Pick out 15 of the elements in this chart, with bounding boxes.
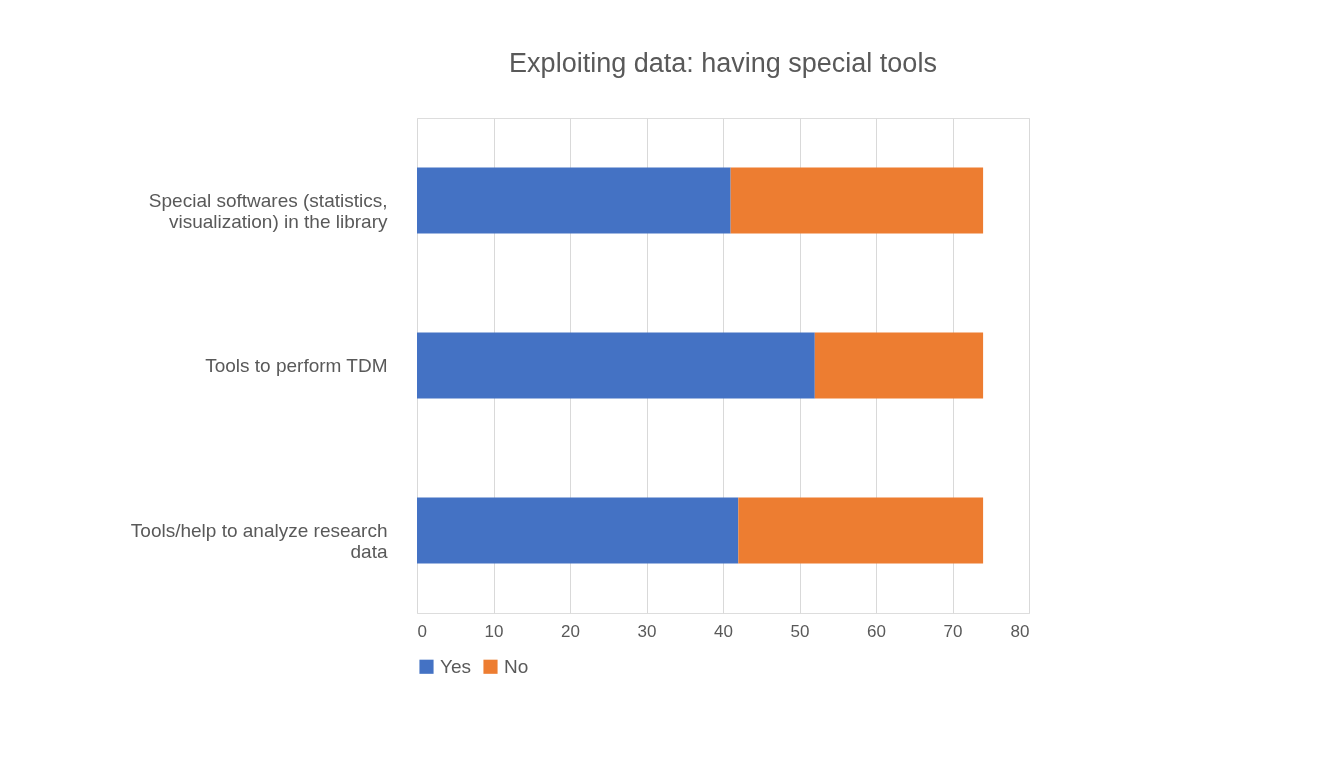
x-tick-label: 70 xyxy=(943,621,963,641)
y-tick-label: Tools to perform TDM xyxy=(205,354,388,376)
x-tick-label: 60 xyxy=(867,621,886,641)
x-tick-label: 0 xyxy=(417,621,427,641)
y-tick-label: Tools/help to analyze research data xyxy=(130,519,388,562)
legend-label: No xyxy=(504,655,529,677)
x-tick-label: 10 xyxy=(484,621,504,641)
legend-label: Yes xyxy=(440,655,471,677)
x-tick-label: 40 xyxy=(714,621,733,641)
x-tick-label: 30 xyxy=(637,621,657,641)
y-tick-label: Special softwares (statistics, visualization) in the library xyxy=(148,189,388,232)
x-tick-label: 80 xyxy=(1010,621,1030,641)
x-tick-label: 50 xyxy=(790,621,810,641)
chart-title: Exploiting data: having special tools xyxy=(509,48,937,78)
x-tick-label: 20 xyxy=(561,621,580,641)
